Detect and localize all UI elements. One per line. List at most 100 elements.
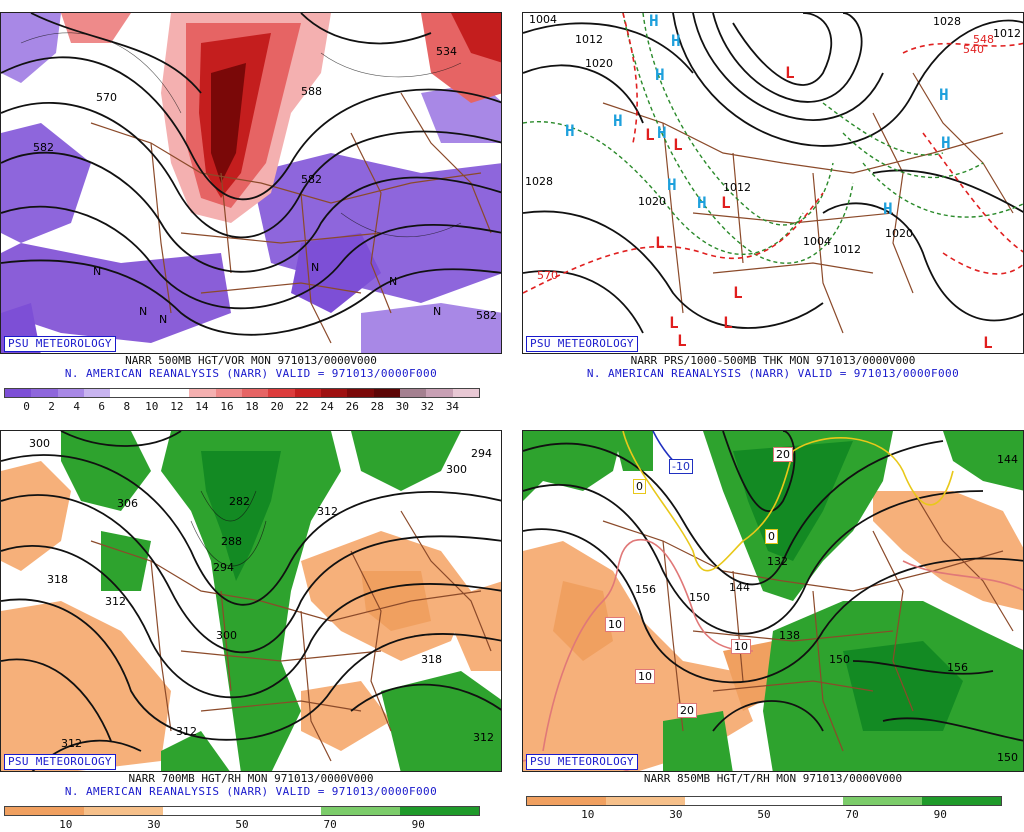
low-pressure-marker: L	[677, 331, 687, 350]
contour-label: 570	[96, 91, 117, 104]
scale-swatch	[347, 389, 374, 397]
scale-swatch	[452, 389, 479, 397]
scale-tick-label: 6	[98, 400, 106, 413]
scale-swatch	[373, 389, 400, 397]
scale-tick-label: 30	[669, 808, 683, 821]
map-caption: NARR 850MB HGT/T/RH MON 971013/0000V000	[643, 772, 903, 785]
low-pressure-marker: L	[645, 125, 655, 144]
high-pressure-marker: H	[565, 121, 575, 140]
scale-swatch	[57, 389, 84, 397]
contour-label: 588	[301, 85, 322, 98]
contour-label: 282	[229, 495, 250, 508]
high-pressure-marker: H	[939, 85, 949, 104]
scale-tick-label: 10	[59, 818, 73, 831]
contour-label: 312	[473, 731, 494, 744]
isobar-label: 1012	[993, 27, 1021, 40]
contour-label: 582	[301, 173, 322, 186]
scale-tick-label: 0	[23, 400, 30, 413]
thickness-label: 570	[537, 269, 558, 282]
contour-label: 294	[213, 561, 234, 574]
low-pressure-marker: L	[983, 333, 993, 352]
rh-color-scale	[526, 796, 1002, 806]
low-pressure-marker: L	[655, 233, 665, 252]
rh-scale-ticks: 10 30 50 70 90	[526, 808, 1002, 822]
contour-label: 138	[779, 629, 800, 642]
scale-swatch	[162, 389, 190, 397]
panel-700mb-rh: 300 294 306 300 318 282 288 312 294 300 …	[0, 430, 502, 832]
contour-label: 294	[471, 447, 492, 460]
isobar-label: 1004	[529, 13, 557, 26]
isobar-label: 1020	[585, 57, 613, 70]
scale-swatch	[268, 389, 295, 397]
scale-tick-label: 26	[345, 400, 359, 413]
isotherm-label: 10	[635, 669, 655, 684]
isobar-label: 1028	[525, 175, 553, 188]
contour-label: 306	[117, 497, 138, 510]
vort-min-marker: N	[389, 275, 398, 288]
panel-850mb-temp-rh: 144 132 156 150 144 138 150 156 150 -10 …	[522, 430, 1024, 832]
vort-min-marker: N	[311, 261, 320, 274]
scale-tick-label: 2	[48, 400, 55, 413]
scale-tick-label: 70	[845, 808, 859, 821]
isotherm-label: 0	[633, 479, 646, 494]
map-subcaption: N. AMERICAN REANALYSIS (NARR) VALID = 97…	[586, 367, 960, 380]
isotherm-label: 10	[731, 639, 751, 654]
low-pressure-marker: L	[673, 135, 683, 154]
rh-color-scale	[4, 806, 480, 816]
scale-tick-label: 34	[445, 400, 460, 413]
scale-tick-label: 90	[411, 818, 425, 831]
scale-tick-label: 10	[581, 808, 595, 821]
scale-tick-label: 70	[323, 818, 337, 831]
scale-tick-label: 32	[420, 400, 434, 413]
contour-label: 144	[997, 453, 1018, 466]
scale-tick-label: 28	[370, 400, 384, 413]
high-pressure-marker: H	[697, 193, 707, 212]
scale-tick-label: 50	[235, 818, 249, 831]
scale-tick-label: 14	[195, 400, 209, 413]
scale-tick-label: 24	[320, 400, 334, 413]
contour-label: 312	[61, 737, 82, 750]
scale-tick-label: 50	[757, 808, 771, 821]
isobar-label: 1028	[933, 15, 961, 28]
contour-label: 312	[176, 725, 197, 738]
contour-label: 288	[221, 535, 242, 548]
map-subcaption: N. AMERICAN REANALYSIS (NARR) VALID = 97…	[64, 785, 438, 798]
contour-label: 312	[105, 595, 126, 608]
isotherm-label: -10	[669, 459, 693, 474]
vort-min-marker: N	[139, 305, 148, 318]
pressure-map-graphic	[523, 13, 1023, 334]
source-badge: PSU METEOROLOGY	[4, 754, 116, 770]
isotherm-label: 20	[677, 703, 697, 718]
isobar-label: 1012	[723, 181, 751, 194]
vorticity-color-scale	[4, 388, 480, 398]
isotherm-label: 20	[773, 447, 793, 462]
scale-swatch	[5, 807, 84, 815]
scale-swatch	[320, 389, 348, 397]
isotherm-label: 0	[765, 529, 778, 544]
vorticity-map-graphic	[1, 13, 501, 353]
scale-tick-label: 30	[395, 400, 409, 413]
scale-swatch	[294, 389, 321, 397]
high-pressure-marker: H	[655, 65, 665, 84]
scale-swatch	[527, 797, 606, 805]
contour-label: 156	[947, 661, 968, 674]
panel-pressure-thickness: 1004 1012 1020 1028 1028 1012 1020 1004 …	[522, 12, 1024, 414]
contour-label: 300	[29, 437, 50, 450]
scale-swatch	[764, 797, 843, 805]
isobar-label: 1020	[885, 227, 913, 240]
scale-tick-label: 4	[73, 400, 80, 413]
high-pressure-marker: H	[883, 199, 893, 218]
rh-700mb-map-graphic	[1, 431, 501, 771]
scale-swatch	[399, 389, 427, 397]
rh-850mb-map: 144 132 156 150 144 138 150 156 150 -10 …	[522, 430, 1024, 772]
low-pressure-marker: L	[733, 283, 743, 302]
contour-label: 150	[829, 653, 850, 666]
scale-swatch	[242, 807, 321, 815]
vort-min-marker: N	[433, 305, 442, 318]
contour-label: 132	[767, 555, 788, 568]
pressure-map: 1004 1012 1020 1028 1028 1012 1020 1004 …	[522, 12, 1024, 354]
scale-swatch	[685, 797, 764, 805]
contour-label: 150	[689, 591, 710, 604]
scale-tick-label: 16	[220, 400, 234, 413]
rh-700mb-map: 300 294 306 300 318 282 288 312 294 300 …	[0, 430, 502, 772]
